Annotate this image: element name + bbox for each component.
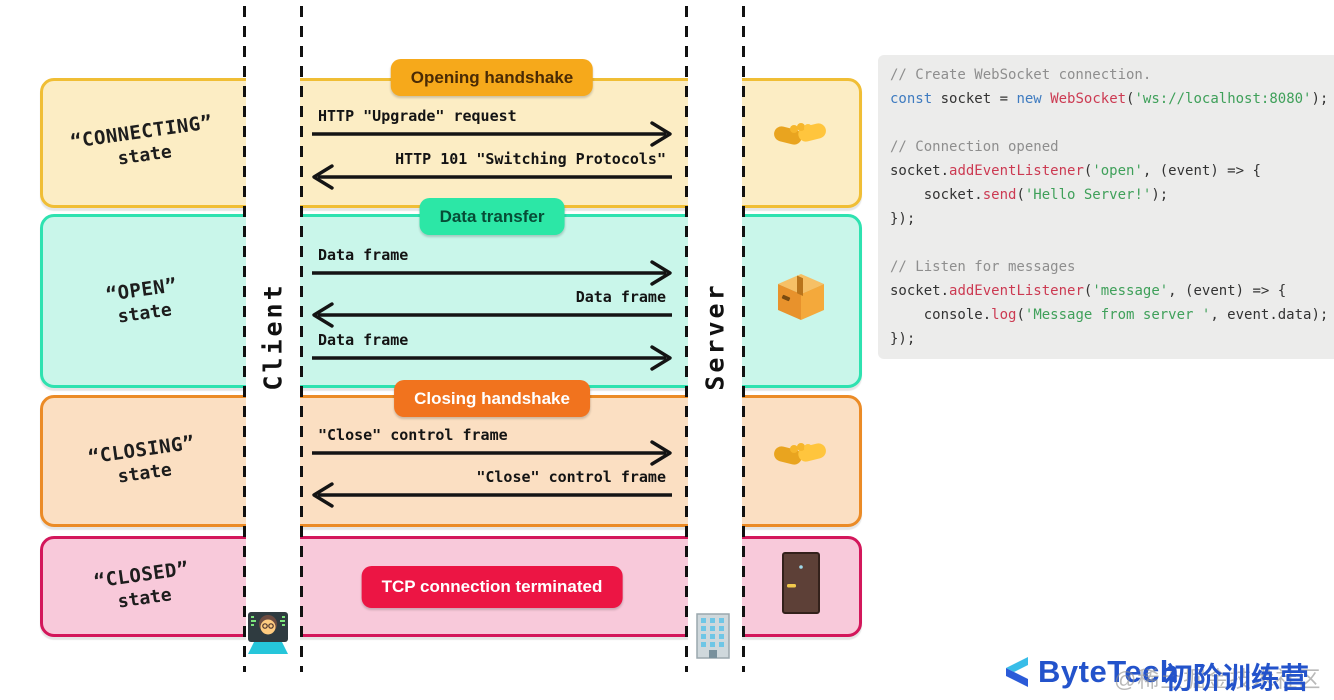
handshake-icon <box>772 432 828 480</box>
bytetech-logo: ByteTech <box>1000 652 1179 692</box>
bytetech-logo-icon <box>1006 657 1028 687</box>
code-line: socket.addEventListener('open', (event) … <box>890 163 1261 179</box>
package-icon <box>774 272 828 328</box>
code-line: // Create WebSocket connection. <box>890 67 1152 83</box>
server-lane-label: Server <box>688 0 742 672</box>
phase-pill-closing-handshake: Closing handshake <box>394 380 590 417</box>
message-label: HTTP "Upgrade" request <box>318 107 517 125</box>
message-label: Data frame <box>318 331 409 349</box>
door-icon <box>782 552 820 618</box>
server-label-text: Server <box>700 281 730 391</box>
message-arrow-right <box>308 437 676 469</box>
state-label-closed: “CLOSED” state <box>37 526 248 648</box>
code-line: socket.send('Hello Server!'); <box>890 187 1169 203</box>
client-lane-label: Client <box>246 0 300 672</box>
phase-pill-opening-handshake: Opening handshake <box>390 59 594 96</box>
message-arrow-left <box>308 299 676 331</box>
code-panel: // Create WebSocket connection. const soc… <box>878 55 1334 359</box>
handshake-icon <box>772 112 828 160</box>
message-label: Data frame <box>318 246 409 264</box>
code-line: }); <box>890 211 916 227</box>
message-label: "Close" control frame <box>476 468 666 486</box>
client-lifeline-right <box>300 6 303 672</box>
code-line: // Listen for messages <box>890 259 1076 275</box>
brand-course-name: 初阶训练营 <box>1164 663 1310 695</box>
code-line: const socket = new WebSocket('ws://local… <box>890 91 1329 107</box>
code-line <box>890 231 1334 255</box>
phase-pill-tcp-terminated: TCP connection terminated <box>361 566 623 608</box>
message-arrow-right <box>308 118 676 150</box>
server-lifeline-left <box>685 6 688 672</box>
message-arrow-right <box>308 257 676 289</box>
server-lifeline-right <box>742 6 745 672</box>
state-label-closing: “CLOSING” state <box>35 385 251 538</box>
client-label-text: Client <box>258 281 288 391</box>
state-label-open: “OPEN” state <box>32 204 253 398</box>
client-lifeline-band <box>246 6 300 672</box>
technologist-icon <box>244 610 292 662</box>
message-label: "Close" control frame <box>318 426 508 444</box>
office-building-icon <box>692 612 734 664</box>
message-label: Data frame <box>575 288 666 306</box>
code-line <box>890 111 1334 135</box>
code-line: console.log('Message from server ', even… <box>890 307 1329 323</box>
server-lifeline-band <box>688 6 742 672</box>
state-label-connecting: “CONNECTING” state <box>35 68 250 219</box>
watermark-text: @稀土掘金技术社区 <box>1114 667 1322 692</box>
message-arrow-left <box>308 479 676 511</box>
message-label: HTTP 101 "Switching Protocols" <box>395 150 666 168</box>
phase-pill-data-transfer: Data transfer <box>419 198 565 235</box>
code-line: // Connection opened <box>890 139 1059 155</box>
message-arrow-left <box>308 161 676 193</box>
code-line: }); <box>890 331 916 347</box>
message-arrow-right <box>308 342 676 374</box>
client-lifeline-left <box>243 6 246 672</box>
brand-name: ByteTech <box>1038 654 1180 689</box>
code-line: socket.addEventListener('message', (even… <box>890 283 1287 299</box>
